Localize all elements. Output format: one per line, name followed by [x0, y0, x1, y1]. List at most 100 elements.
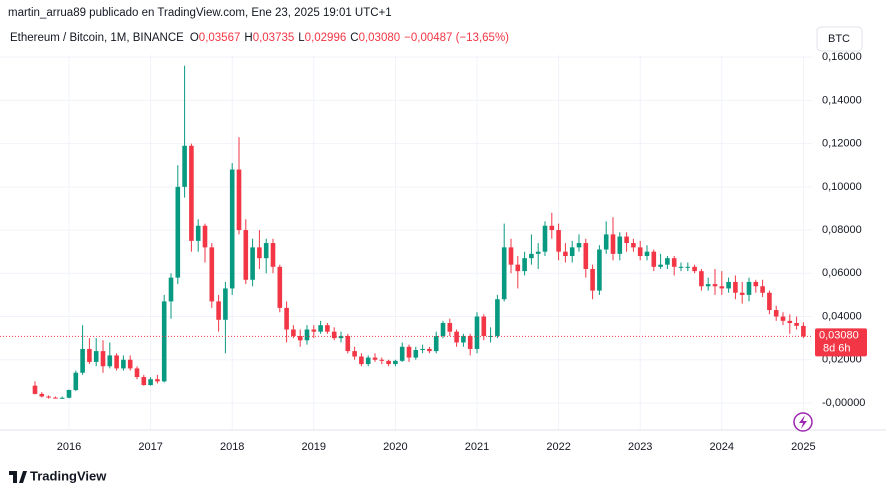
- candle-body: [243, 230, 249, 280]
- brand: TradingView: [30, 468, 107, 483]
- candle-body: [100, 351, 106, 367]
- c-label: C: [350, 32, 358, 44]
- candle-body: [121, 359, 126, 369]
- symbol: Ethereum / Bitcoin, 1M, BINANCE: [10, 32, 184, 44]
- y-tick-label: 0,08000: [822, 224, 862, 236]
- lightning: [799, 415, 807, 429]
- y-tick-label: 0,04000: [822, 310, 862, 322]
- candle-body: [617, 236, 623, 254]
- y-tick-label: 0,12000: [822, 138, 862, 150]
- candle-body: [549, 225, 555, 231]
- y-tick-label: 0,02000: [822, 354, 862, 366]
- candle-body: [678, 266, 684, 268]
- candle-body: [535, 251, 541, 254]
- candle-body: [148, 379, 153, 386]
- candle-body: [189, 145, 194, 241]
- countdown: 8d 6h: [823, 342, 851, 354]
- candle-body: [59, 397, 65, 399]
- candle-body: [515, 264, 521, 272]
- x-tick-label: 2022: [546, 441, 570, 453]
- candle-body: [66, 390, 72, 398]
- o-label: O: [190, 32, 199, 44]
- candle-body: [141, 377, 147, 386]
- candle-body: [311, 329, 317, 332]
- candle-body: [474, 316, 480, 349]
- h-label: H: [244, 32, 252, 44]
- l-value: 0,02996: [305, 32, 347, 44]
- candle-body: [372, 357, 378, 360]
- candle-body: [631, 243, 636, 248]
- candle-body: [236, 169, 242, 231]
- currency-button[interactable]: [816, 26, 863, 52]
- candle-body: [726, 281, 731, 289]
- candle-body: [780, 316, 786, 321]
- candle-body: [304, 329, 310, 341]
- candle-body: [569, 247, 575, 257]
- y-tick-label: 0,10000: [822, 181, 862, 193]
- candle-body: [590, 268, 595, 291]
- candle-body: [501, 247, 507, 300]
- candle-body: [610, 234, 616, 254]
- candle-body: [461, 335, 466, 343]
- h-value: 0,03735: [253, 32, 295, 44]
- candle-body: [739, 292, 745, 295]
- candle-body: [195, 225, 201, 241]
- price-tag: [815, 328, 867, 357]
- candle-body: [733, 281, 738, 293]
- candle-body: [542, 225, 548, 252]
- candle-body: [787, 320, 793, 324]
- candle-body: [760, 286, 765, 293]
- candle-body: [413, 350, 419, 358]
- candle-body: [753, 281, 759, 287]
- candle-body: [651, 251, 657, 267]
- candle-body: [87, 348, 92, 362]
- candle-body: [767, 292, 772, 311]
- attribution: martin_arrua89 publicado en TradingView.…: [8, 7, 392, 19]
- x-tick-label: 2025: [791, 441, 815, 453]
- brand-logo: [9, 471, 27, 483]
- x-tick-label: 2018: [220, 441, 244, 453]
- candle-body: [270, 243, 276, 267]
- candle-body: [32, 385, 38, 394]
- o-value: 0,03567: [199, 32, 241, 44]
- candle-body: [345, 335, 351, 352]
- candle-body: [719, 286, 725, 289]
- x-tick-label: 2023: [628, 441, 652, 453]
- candle-body: [699, 271, 704, 287]
- x-tick-label: 2019: [302, 441, 326, 453]
- candle-body: [386, 360, 391, 365]
- candle-body: [80, 348, 85, 373]
- candle-body: [263, 243, 269, 259]
- candle-body: [658, 264, 663, 267]
- candle-body: [359, 356, 364, 365]
- candle-body: [665, 258, 670, 265]
- candle-body: [685, 266, 691, 268]
- candle-body: [73, 372, 79, 391]
- candle-body: [338, 335, 344, 339]
- candle-body: [331, 331, 337, 339]
- candle-body: [773, 310, 779, 317]
- candle-body: [39, 393, 45, 397]
- candle-body: [440, 323, 446, 336]
- candle-body: [155, 379, 160, 382]
- candle-body: [291, 329, 296, 336]
- candle-body: [433, 335, 439, 352]
- c-value: 0,03080: [359, 32, 401, 44]
- candle-body: [284, 307, 289, 330]
- candle-body: [229, 169, 235, 289]
- candle-body: [114, 355, 119, 369]
- candle-body: [297, 335, 303, 341]
- candle-body: [644, 251, 650, 257]
- candle-body: [134, 368, 140, 378]
- candle-body: [746, 281, 752, 295]
- x-tick-label: 2021: [465, 441, 489, 453]
- x-tick-label: 2020: [383, 441, 407, 453]
- candle-body: [705, 284, 711, 287]
- candle-body: [352, 351, 357, 357]
- candle-body: [576, 243, 582, 248]
- currency-label: BTC: [828, 33, 850, 45]
- candle-body: [406, 346, 412, 358]
- y-tick-label: 0,14000: [822, 94, 862, 106]
